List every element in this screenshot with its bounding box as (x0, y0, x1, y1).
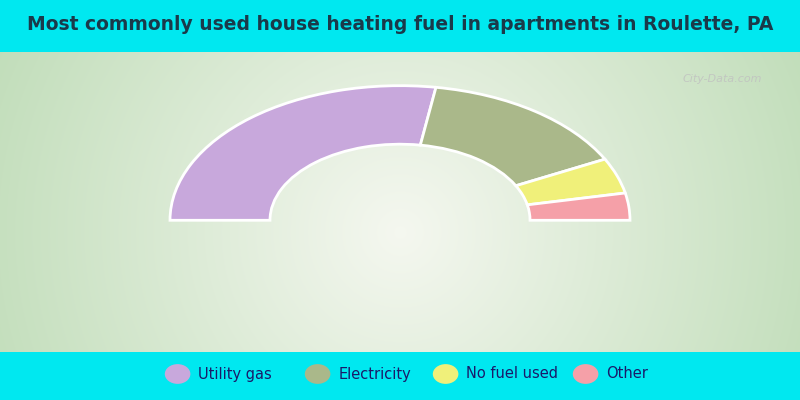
Wedge shape (527, 193, 630, 220)
Text: No fuel used: No fuel used (466, 366, 558, 382)
Ellipse shape (305, 364, 330, 384)
Ellipse shape (573, 364, 598, 384)
Ellipse shape (165, 364, 190, 384)
Wedge shape (170, 86, 436, 220)
Ellipse shape (433, 364, 458, 384)
Text: Utility gas: Utility gas (198, 366, 272, 382)
Text: Other: Other (606, 366, 648, 382)
Wedge shape (516, 159, 626, 205)
Text: City-Data.com: City-Data.com (683, 74, 762, 84)
Wedge shape (420, 87, 605, 186)
Text: Electricity: Electricity (338, 366, 411, 382)
Text: Most commonly used house heating fuel in apartments in Roulette, PA: Most commonly used house heating fuel in… (27, 16, 773, 34)
